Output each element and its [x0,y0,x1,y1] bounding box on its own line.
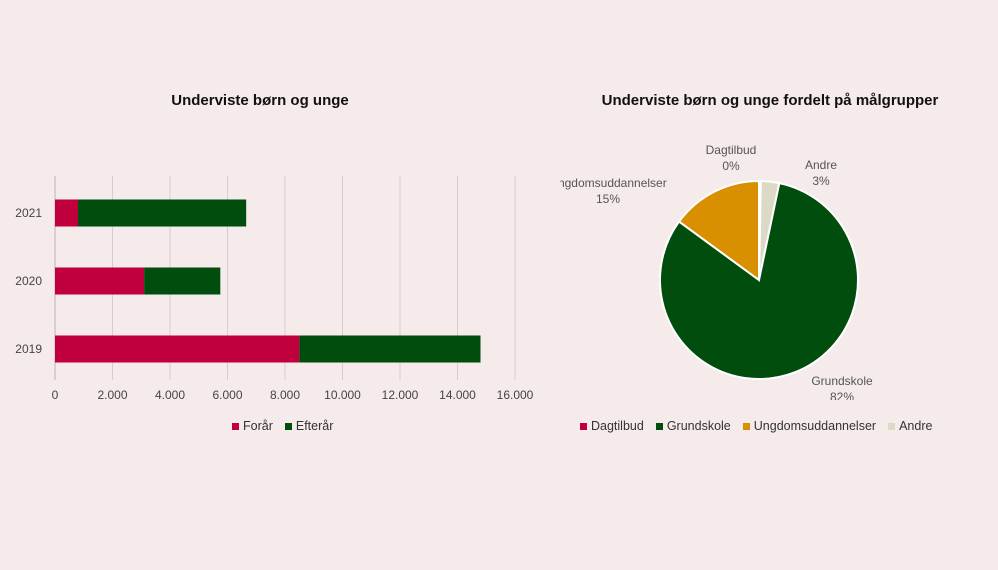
pie-slice-label: Grundskole [811,374,873,388]
legend-swatch-andre [888,422,896,430]
legend-swatch-dagtilbud [580,422,587,430]
legend-swatch-forar [232,422,239,430]
legend-swatch-grundskole [655,422,663,430]
pie-slice-percent: 82% [830,390,854,400]
legend-label-andre: Andre [899,419,933,433]
x-tick-label: 6.000 [212,388,242,402]
bar-segment [55,335,300,363]
bar-legend: Forår Efterår [232,419,333,433]
pie-chart-title: Underviste børn og unge fordelt på målgr… [601,92,939,109]
legend-label-grundskole: Grundskole [666,419,731,433]
pie-slice-percent: 3% [812,174,830,188]
x-tick-label: 2.000 [97,388,127,402]
y-tick-label: 2019 [15,342,42,356]
bar-chart-title: Underviste børn og unge [171,92,349,109]
x-tick-label: 0 [52,388,59,402]
bar-chart: 0 2.000 4.000 6.000 8.000 10.000 12.000 14.000 1… [15,176,534,402]
legend-item-forar: Forår [232,419,273,433]
legend-swatch-ungdomsuddannelser [742,422,750,430]
bar-segment [299,335,481,363]
y-tick-label: 2020 [15,274,42,288]
legend-item-ungdomsuddannelser: Ungdomsuddannelser [742,419,877,433]
legend-item-andre: Andre [888,419,932,433]
legend-swatch-efterar [284,422,292,430]
pie-chart: Dagtilbud 0% Andre 3% Grundskole 82% Ungdomsud… [560,143,873,400]
pie-legend: Dagtilbud Grundskole Ungdomsuddannelser … [580,419,932,433]
pie-slice-label: Dagtilbud [706,143,757,157]
legend-label-dagtilbud: Dagtilbud [591,419,644,433]
bar-segment [144,267,221,295]
x-tick-label: 10.000 [324,388,361,402]
x-tick-label: 8.000 [270,388,300,402]
x-tick-label: 12.000 [382,388,419,402]
legend-label-efterar: Efterår [295,419,334,433]
x-tick-label: 16.000 [497,388,534,402]
legend-item-grundskole: Grundskole [655,419,731,433]
x-tick-label: 4.000 [155,388,185,402]
legend-label-forar: Forår [243,419,273,433]
y-tick-label: 2021 [15,206,42,220]
legend-label-ungdomsuddannelser: Ungdomsuddannelser [753,419,877,433]
bar-segment [78,199,247,227]
x-tick-label: 14.000 [439,388,476,402]
legend-item-efterar: Efterår [284,419,334,433]
bar-segment [55,267,145,295]
pie-slice-percent: 15% [596,192,620,206]
bar-segment [55,199,78,227]
pie-slice-label: Ungdomsuddannelser [560,176,667,190]
pie-slice [677,179,760,282]
pie-slice-percent: 0% [722,159,740,173]
legend-item-dagtilbud: Dagtilbud [580,419,644,433]
pie-slice-label: Andre [805,158,837,172]
